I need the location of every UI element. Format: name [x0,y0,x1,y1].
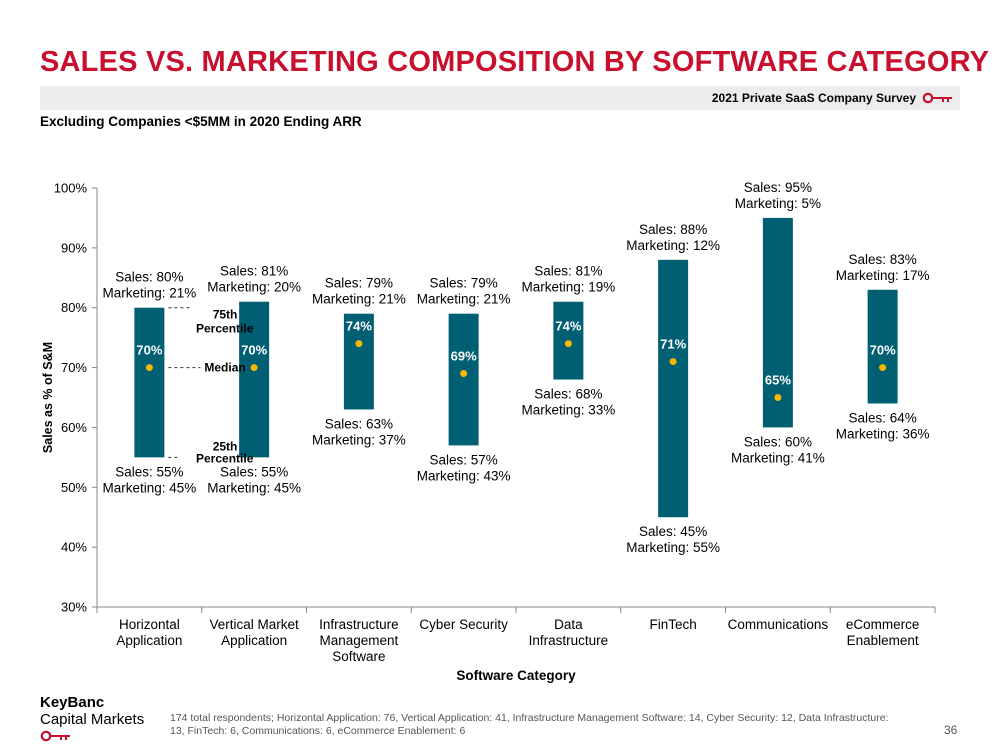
median-label: 71% [660,337,686,352]
category-label: Horizontal [119,617,180,632]
bottom-annotation-sales: Sales: 63% [325,416,393,431]
category-label: Cyber Security [419,617,508,632]
median-dot [774,394,782,401]
top-annotation-marketing: Marketing: 21% [312,292,406,307]
top-annotation-marketing: Marketing: 19% [521,280,615,295]
y-tick-label: 80% [61,300,87,315]
p25-annotation: 25th [213,439,238,453]
median-label: 74% [555,319,581,334]
median-annotation: Median [204,361,245,375]
category-label: Application [116,633,182,648]
median-label: 74% [346,319,372,334]
y-axis-title: Sales as % of S&M [41,342,55,453]
p75-annotation: Percentile [196,322,254,336]
category-label: Enablement [847,633,919,648]
range-bar [867,289,898,404]
x-axis-title: Software Category [456,668,576,683]
median-dot [879,364,887,372]
top-annotation-sales: Sales: 80% [115,270,183,285]
bottom-annotation-marketing: Marketing: 36% [836,426,930,441]
category-label: Data [554,617,583,632]
median-label: 70% [870,343,896,358]
bottom-annotation-marketing: Marketing: 45% [207,480,301,495]
top-annotation-marketing: Marketing: 17% [836,268,930,283]
survey-label: 2021 Private SaaS Company Survey [711,91,916,105]
category-label: Communications [728,617,829,632]
range-bar [134,307,165,458]
median-dot [460,370,468,378]
y-tick-label: 90% [61,240,87,255]
bottom-annotation-marketing: Marketing: 33% [521,403,615,418]
bottom-annotation-marketing: Marketing: 45% [102,480,196,495]
range-bar [239,301,270,458]
median-dot [250,364,258,372]
page-number: 36 [944,723,958,737]
range-bar [448,313,479,446]
category-label: Infrastructure [319,617,399,632]
median-label: 70% [136,343,162,358]
top-annotation-sales: Sales: 83% [848,252,916,267]
y-tick-label: 70% [61,360,87,375]
range-chart: 30% 40% 50% 60% 70% 80% 90% 100% Sales as % of S… [41,180,936,683]
bottom-annotation-sales: Sales: 55% [115,464,183,479]
bottom-annotation-marketing: Marketing: 41% [731,450,825,465]
page-title: SALES VS. MARKETING COMPOSITION BY SOFTW… [40,46,990,78]
bottom-annotation-sales: Sales: 68% [534,387,602,402]
y-tick-label: 40% [61,540,87,555]
brand-name: KeyBanc [40,694,105,711]
median-dot [669,358,677,366]
y-tick-label: 50% [61,480,87,495]
top-annotation-sales: Sales: 88% [639,222,707,237]
top-annotation-marketing: Marketing: 20% [207,280,301,295]
top-annotation-sales: Sales: 81% [220,264,288,279]
top-annotation-marketing: Marketing: 5% [735,196,821,211]
category-label: FinTech [649,617,696,632]
range-bar [658,259,689,518]
bottom-annotation-sales: Sales: 45% [639,524,707,539]
median-label: 70% [241,343,267,358]
top-annotation-sales: Sales: 95% [744,180,812,195]
p25-annotation: Percentile [196,451,254,465]
median-label: 69% [451,349,477,364]
category-label: eCommerce [846,617,920,632]
bottom-annotation-marketing: Marketing: 37% [312,432,406,447]
median-dot [145,364,153,372]
bottom-annotation-sales: Sales: 57% [429,452,497,467]
bottom-annotation-sales: Sales: 60% [744,434,812,449]
y-tick-label: 30% [61,600,87,615]
brand-key-icon [40,730,70,742]
bottom-annotation-sales: Sales: 55% [220,464,288,479]
p75-annotation: 75th [213,308,238,322]
y-tick-label: 100% [54,181,88,196]
key-icon [922,92,952,104]
category-label: Infrastructure [529,633,609,648]
median-dot [564,340,572,348]
survey-banner: 2021 Private SaaS Company Survey [40,86,960,110]
top-annotation-sales: Sales: 79% [429,276,497,291]
top-annotation-marketing: Marketing: 12% [626,238,720,253]
brand-subname: Capital Markets [40,711,145,728]
top-annotation-marketing: Marketing: 21% [102,286,196,301]
range-bar [343,313,374,410]
range-bar [762,217,793,428]
category-label: Vertical Market [209,617,299,632]
bottom-annotation-marketing: Marketing: 55% [626,540,720,555]
category-label: Application [221,633,287,648]
category-label: Management [319,633,398,648]
chart-subtitle: Excluding Companies <$5MM in 2020 Ending… [40,114,362,129]
footnote: 174 total respondents; Horizontal Applic… [170,712,889,737]
median-label: 65% [765,373,791,388]
top-annotation-sales: Sales: 81% [534,264,602,279]
category-label: Software [332,649,385,664]
top-annotation-marketing: Marketing: 21% [417,292,511,307]
y-tick-label: 60% [61,420,87,435]
bottom-annotation-marketing: Marketing: 43% [417,468,511,483]
top-annotation-sales: Sales: 79% [325,276,393,291]
bottom-annotation-sales: Sales: 64% [848,410,916,425]
median-dot [355,340,363,348]
